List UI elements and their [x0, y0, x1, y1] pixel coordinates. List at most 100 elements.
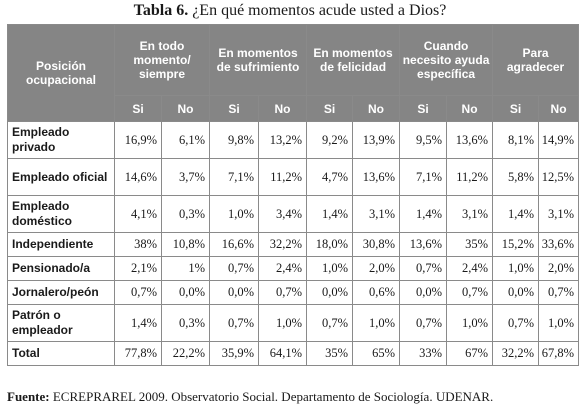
value-cell: 1% [161, 256, 210, 281]
group-header: En todo momento/ siempre [114, 24, 210, 96]
value-cell: 14,9% [538, 121, 580, 159]
value-cell: 3,4% [257, 195, 308, 233]
value-cell: 16,6% [209, 232, 259, 257]
value-cell: 0,7% [538, 280, 580, 305]
value-cell: 65% [352, 341, 401, 366]
value-cell: 6,1% [161, 121, 210, 159]
value-cell: 8,1% [492, 121, 540, 159]
table-row: Independiente 38% 10,8% 16,6% 32,2% 18,0% 30,8… [7, 232, 580, 257]
subheader-cell: No [161, 95, 210, 122]
value-cell: 13,6% [399, 232, 448, 257]
value-cell: 0,7% [492, 304, 540, 342]
value-cell: 1,0% [209, 195, 259, 233]
value-cell: 0,3% [161, 304, 210, 342]
value-cell: 0,7% [209, 256, 259, 281]
value-cell: 7,1% [399, 158, 448, 196]
subheader-cell: Si [492, 95, 540, 122]
value-cell: 0,0% [306, 280, 354, 305]
value-cell: 1,0% [257, 304, 308, 342]
row-label: Jornalero/peón [7, 280, 115, 305]
value-cell: 32,2% [492, 341, 540, 366]
table-row: Empleado privado 16,9% 6,1% 9,8% 13,2% 9,2% 13… [7, 121, 580, 159]
row-label: Independiente [7, 232, 115, 257]
table-row: Total 77,8% 22,2% 35,9% 64,1% 35% 65% 33% 67% 32,… [7, 341, 580, 366]
value-cell: 67% [446, 341, 494, 366]
value-cell: 0,0% [161, 280, 210, 305]
value-cell: 2,4% [257, 256, 308, 281]
value-cell: 13,2% [257, 121, 308, 159]
value-cell: 18,0% [306, 232, 354, 257]
value-cell: 4,7% [306, 158, 354, 196]
value-cell: 1,4% [114, 304, 162, 342]
table-title: ¿En qué momentos acude usted a Dios? [192, 2, 447, 19]
value-cell: 0,7% [446, 280, 494, 305]
table-caption: Tabla 6. ¿En qué momentos acude usted a … [0, 1, 580, 21]
value-cell: 12,5% [538, 158, 580, 196]
value-cell: 33% [399, 341, 448, 366]
table-row: Empleado doméstico 4,1% 0,3% 1,0% 3,4% 1,4% 3,… [7, 195, 580, 233]
value-cell: 13,6% [352, 158, 401, 196]
value-cell: 22,2% [161, 341, 210, 366]
value-cell: 0,3% [161, 195, 210, 233]
group-header: Para agradecer [492, 24, 580, 96]
table-body: Empleado privado 16,9% 6,1% 9,8% 13,2% 9,2% 13… [7, 121, 580, 366]
group-header: Cuando necesito ayuda específica [399, 24, 494, 96]
value-cell: 33,6% [538, 232, 580, 257]
value-cell: 14,6% [114, 158, 162, 196]
value-cell: 4,1% [114, 195, 162, 233]
subheader-cell: No [446, 95, 494, 122]
value-cell: 1,4% [492, 195, 540, 233]
value-cell: 35% [446, 232, 494, 257]
subheader-cell: No [257, 95, 308, 122]
value-cell: 7,1% [209, 158, 259, 196]
group-header: En momentos de sufrimiento [208, 24, 308, 96]
value-cell: 38% [114, 232, 162, 257]
value-cell: 0,7% [209, 304, 259, 342]
value-cell: 1,4% [399, 195, 448, 233]
subheader-cell: Si [399, 95, 448, 122]
source-label: Fuente: [7, 389, 50, 404]
value-cell: 67,8% [538, 341, 580, 366]
value-cell: 0,7% [257, 280, 308, 305]
value-cell: 0,7% [114, 280, 162, 305]
value-cell: 2,0% [538, 256, 580, 281]
value-cell: 11,2% [257, 158, 308, 196]
value-cell: 2,1% [114, 256, 162, 281]
row-label: Empleado doméstico [7, 195, 115, 233]
value-cell: 64,1% [257, 341, 308, 366]
table-row: Pensionado/a 2,1% 1% 0,7% 2,4% 1,0% 2,0% 0,7% 2,… [7, 256, 580, 281]
value-cell: 13,9% [352, 121, 401, 159]
value-cell: 1,0% [352, 304, 401, 342]
value-cell: 2,4% [446, 256, 494, 281]
value-cell: 1,0% [446, 304, 494, 342]
source-text: ECREPRAREL 2009. Observatorio Social. De… [52, 389, 494, 404]
source-note: Fuente: ECREPRAREL 2009. Observatorio So… [7, 389, 493, 405]
row-label: Empleado privado [7, 121, 115, 159]
value-cell: 30,8% [352, 232, 401, 257]
value-cell: 9,8% [209, 121, 259, 159]
value-cell: 3,1% [538, 195, 580, 233]
subheader-cell: Si [209, 95, 259, 122]
value-cell: 13,6% [446, 121, 494, 159]
value-cell: 0,0% [209, 280, 259, 305]
value-cell: 1,0% [306, 256, 354, 281]
row-header-cell: Posición ocupacional [7, 24, 115, 122]
subheader-cell: Si [306, 95, 354, 122]
value-cell: 0,7% [399, 256, 448, 281]
value-cell: 1,0% [538, 304, 580, 342]
table-row: Patrón o empleador 1,4% 0,3% 0,7% 1,0% 0,7% 1,… [7, 304, 580, 342]
row-label: Pensionado/a [7, 256, 115, 281]
group-header: En momentos de felicidad [306, 24, 401, 96]
value-cell: 10,8% [161, 232, 210, 257]
value-cell: 3,1% [446, 195, 494, 233]
value-cell: 5,8% [492, 158, 540, 196]
value-cell: 77,8% [114, 341, 162, 366]
value-cell: 1,4% [306, 195, 354, 233]
value-cell: 9,5% [399, 121, 448, 159]
value-cell: 3,1% [352, 195, 401, 233]
row-label: Patrón o empleador [7, 304, 115, 342]
value-cell: 0,7% [399, 304, 448, 342]
value-cell: 35,9% [209, 341, 259, 366]
value-cell: 0,0% [399, 280, 448, 305]
value-cell: 0,0% [492, 280, 540, 305]
